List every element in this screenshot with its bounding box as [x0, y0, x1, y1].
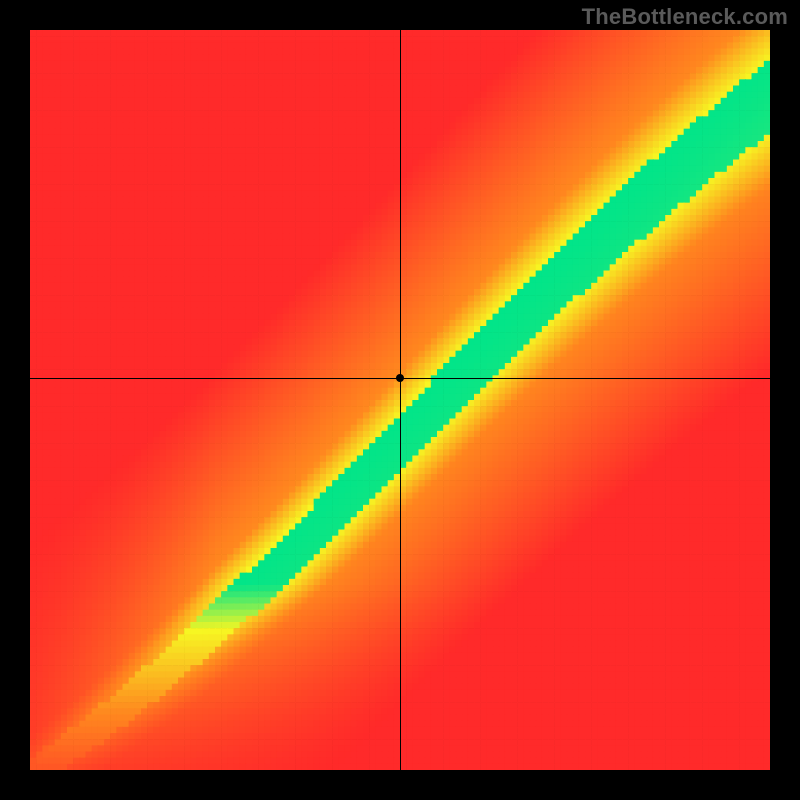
attribution-label: TheBottleneck.com	[582, 4, 788, 30]
chart-container: TheBottleneck.com	[0, 0, 800, 800]
plot-area	[30, 30, 770, 770]
crosshair-vertical	[400, 30, 401, 770]
crosshair-marker	[396, 374, 404, 382]
